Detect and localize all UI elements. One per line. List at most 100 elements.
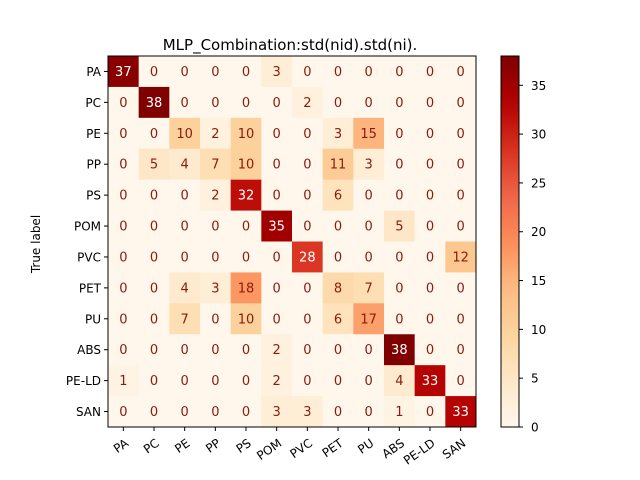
cell-value-label: 0 xyxy=(334,374,342,389)
cell-value-label: 0 xyxy=(457,374,465,389)
heatmap-cell xyxy=(169,117,201,150)
cell-value-label: 10 xyxy=(238,312,255,327)
heatmap-cell xyxy=(292,241,324,273)
cell-value-label: 0 xyxy=(181,96,189,111)
heatmap-cell xyxy=(261,396,293,428)
cell-value-label: 0 xyxy=(150,127,158,142)
heatmap-cell xyxy=(292,117,324,150)
cell-value-label: 0 xyxy=(242,96,250,111)
heatmap-cell xyxy=(230,303,262,335)
x-tick-label: POM xyxy=(254,436,284,463)
cell-value-label: 0 xyxy=(426,189,434,204)
heatmap-cell xyxy=(138,56,170,88)
x-tick-label: PC xyxy=(141,436,162,456)
cell-value-label: 0 xyxy=(365,65,373,80)
heatmap-cell xyxy=(384,241,416,273)
heatmap-cell xyxy=(200,272,232,304)
cell-value-label: 0 xyxy=(395,158,403,173)
cell-value-label: 0 xyxy=(181,65,189,80)
heatmap-cell xyxy=(261,334,293,366)
heatmap-cell xyxy=(200,148,232,181)
heatmap-cell xyxy=(414,117,446,150)
cell-value-label: 0 xyxy=(457,65,465,80)
heatmap-cell xyxy=(200,56,232,88)
heatmap-cell xyxy=(414,210,446,242)
heatmap-cell xyxy=(108,117,140,150)
cell-value-label: 5 xyxy=(150,158,158,173)
cell-value-label: 0 xyxy=(457,96,465,111)
heatmap-cell xyxy=(138,148,170,181)
heatmap-cell xyxy=(138,334,170,366)
cell-value-label: 0 xyxy=(242,65,250,80)
heatmap-cell xyxy=(200,241,232,273)
cell-value-label: 0 xyxy=(273,127,281,142)
cell-value-label: 0 xyxy=(211,96,219,111)
cell-value-label: 1 xyxy=(395,405,403,420)
cell-value-label: 37 xyxy=(115,65,132,80)
cell-value-label: 0 xyxy=(273,158,281,173)
heatmap-cell xyxy=(230,334,262,366)
cell-value-label: 0 xyxy=(426,96,434,111)
cell-value-label: 0 xyxy=(119,96,127,111)
cell-value-label: 0 xyxy=(303,343,311,358)
cell-value-label: 0 xyxy=(119,189,127,204)
cell-value-label: 0 xyxy=(334,65,342,80)
cell-value-label: 0 xyxy=(395,312,403,327)
heatmap-cell xyxy=(292,179,324,212)
heatmap-cell xyxy=(445,334,477,366)
y-tick-label: ABS xyxy=(77,343,101,357)
cell-value-label: 0 xyxy=(303,65,311,80)
cell-value-label: 0 xyxy=(395,96,403,111)
heatmap-cell xyxy=(322,241,354,273)
heatmap-cell xyxy=(322,179,354,212)
heatmap-cell xyxy=(200,86,232,119)
cell-value-label: 3 xyxy=(334,127,342,142)
x-tick-label: PA xyxy=(111,436,132,456)
heatmap-cell xyxy=(322,303,354,335)
y-tick-label: PU xyxy=(85,312,101,326)
heatmap-cell xyxy=(138,303,170,335)
heatmap-cell xyxy=(322,396,354,428)
y-axis-ticks: PA PC PE PP PS POM PVC PET PU ABS PE-LD SAN xyxy=(66,65,108,419)
cell-value-label: 32 xyxy=(238,189,255,204)
y-tick-label: PE-LD xyxy=(66,374,101,388)
heatmap-cell xyxy=(322,210,354,242)
heatmap-cell xyxy=(169,396,201,428)
cell-value-label: 0 xyxy=(334,343,342,358)
heatmap-cell xyxy=(384,179,416,212)
heatmap-cell xyxy=(261,303,293,335)
x-tick-label: PU xyxy=(355,436,376,457)
heatmap-cell xyxy=(445,303,477,335)
cell-value-label: 0 xyxy=(303,127,311,142)
heatmap-cell xyxy=(384,272,416,304)
colorbar-tick-label: 20 xyxy=(531,225,546,239)
heatmap-cell xyxy=(353,117,385,150)
cell-value-label: 5 xyxy=(395,220,403,235)
heatmap-cell xyxy=(384,56,416,88)
colorbar-tick-label: 0 xyxy=(531,421,539,435)
cell-value-label: 0 xyxy=(303,220,311,235)
cell-value-label: 0 xyxy=(457,158,465,173)
heatmap-cell xyxy=(108,56,140,88)
cell-value-label: 7 xyxy=(211,158,219,173)
cell-value-label: 15 xyxy=(360,127,377,142)
heatmap-cell xyxy=(261,272,293,304)
cell-value-label: 0 xyxy=(395,281,403,296)
heatmap-cell xyxy=(261,210,293,242)
heatmap-cell xyxy=(353,365,385,397)
cell-value-label: 0 xyxy=(457,343,465,358)
cell-value-label: 0 xyxy=(181,374,189,389)
heatmap-cell xyxy=(169,272,201,304)
cell-value-label: 35 xyxy=(268,220,285,235)
heatmap-cell xyxy=(292,303,324,335)
colorbar-tick-label: 15 xyxy=(531,274,546,288)
cell-value-label: 0 xyxy=(426,158,434,173)
cell-value-label: 0 xyxy=(426,127,434,142)
heatmap-cell xyxy=(322,334,354,366)
cell-value-label: 0 xyxy=(365,374,373,389)
heatmap-cell xyxy=(108,365,140,397)
heatmap-cell xyxy=(169,241,201,273)
cell-value-label: 38 xyxy=(391,343,408,358)
heatmap-cell xyxy=(414,148,446,181)
cell-value-label: 0 xyxy=(303,312,311,327)
